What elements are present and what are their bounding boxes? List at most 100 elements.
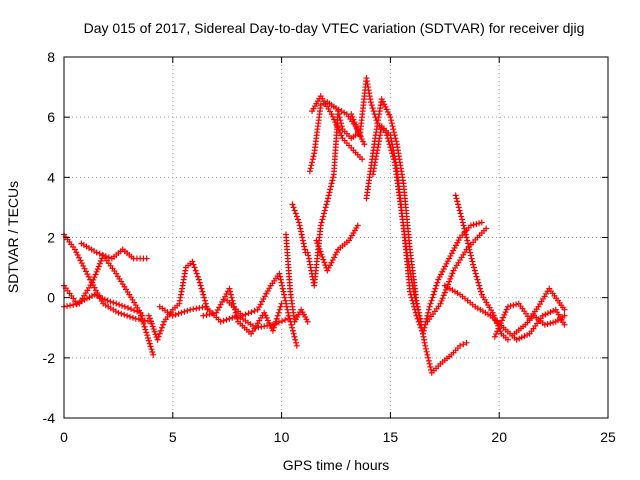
data-point	[450, 247, 457, 254]
data-point	[547, 309, 554, 316]
data-point	[338, 123, 345, 130]
data-point	[194, 273, 201, 280]
data-point	[319, 253, 326, 260]
data-point	[327, 262, 334, 269]
data-point	[275, 319, 282, 326]
data-point	[226, 285, 233, 292]
data-point	[456, 207, 463, 214]
data-point	[276, 270, 283, 277]
data-point	[427, 363, 434, 370]
data-point	[282, 316, 289, 323]
data-point	[422, 342, 429, 349]
data-point	[324, 267, 331, 274]
data-point	[330, 174, 337, 181]
series-arc-j	[289, 201, 309, 256]
data-point	[440, 266, 447, 273]
data-point	[147, 318, 154, 325]
data-point	[270, 324, 277, 331]
chart-title: Day 015 of 2017, Sidereal Day-to-day VTE…	[84, 20, 585, 36]
data-point	[274, 312, 281, 319]
data-point	[149, 349, 156, 356]
data-point	[369, 105, 376, 112]
data-point	[444, 258, 451, 265]
series-arc-e	[145, 258, 211, 343]
y-axis-label: SDTVAR / TECUs	[5, 181, 21, 293]
data-point	[460, 222, 467, 229]
data-point	[414, 315, 421, 322]
data-point	[124, 304, 131, 311]
data-point	[309, 156, 316, 163]
data-point	[313, 237, 320, 244]
data-point	[146, 340, 153, 347]
data-point	[76, 254, 83, 261]
data-point	[416, 321, 423, 328]
data-point	[494, 328, 501, 335]
data-point	[234, 315, 241, 322]
data-point	[437, 271, 444, 278]
data-point	[351, 119, 358, 126]
data-point	[201, 294, 208, 301]
data-point	[331, 254, 338, 261]
data-point	[495, 325, 502, 332]
data-point	[459, 216, 466, 223]
data-point	[321, 207, 328, 214]
data-point	[411, 306, 418, 313]
data-point	[317, 248, 324, 255]
data-point	[199, 288, 206, 295]
data-point	[276, 306, 283, 313]
data-point	[85, 273, 92, 280]
data-point	[367, 99, 374, 106]
data-point	[293, 339, 300, 346]
data-point	[73, 301, 80, 308]
data-point	[277, 303, 284, 310]
data-point	[544, 320, 551, 327]
data-points	[61, 75, 568, 376]
data-point	[516, 335, 523, 342]
data-point	[96, 260, 103, 267]
data-point	[233, 312, 240, 319]
data-point	[91, 291, 98, 298]
data-point	[281, 294, 288, 301]
data-point	[90, 276, 97, 283]
data-point	[431, 288, 438, 295]
data-point	[143, 329, 150, 336]
data-point	[82, 268, 89, 275]
data-point	[197, 282, 204, 289]
data-point	[542, 311, 549, 318]
data-point	[195, 276, 202, 283]
data-point	[289, 324, 296, 331]
axis-ticks: 0 5 10 15 20 25 -4 -2 0 2 4 6 8	[43, 49, 616, 445]
data-point	[124, 312, 131, 319]
data-point	[504, 336, 511, 343]
data-point	[145, 337, 152, 344]
data-point	[206, 311, 213, 318]
data-point	[474, 276, 481, 283]
data-point	[463, 234, 470, 241]
data-point	[498, 317, 505, 324]
data-point	[425, 306, 432, 313]
data-point	[561, 321, 568, 328]
data-point	[349, 113, 356, 120]
data-point	[415, 318, 422, 325]
data-point	[144, 332, 151, 339]
data-point	[368, 102, 375, 109]
data-point	[129, 314, 136, 321]
data-point	[198, 285, 205, 292]
data-point	[421, 324, 428, 331]
x-tick-label: 15	[383, 429, 399, 445]
data-point	[141, 323, 148, 330]
data-point	[116, 301, 123, 308]
data-point	[455, 204, 462, 211]
data-point	[277, 276, 284, 283]
series-arc-u	[491, 285, 568, 340]
data-point	[96, 250, 103, 257]
data-point	[324, 198, 331, 205]
data-point	[192, 267, 199, 274]
data-point	[93, 268, 100, 275]
data-point	[426, 360, 433, 367]
data-point	[452, 242, 459, 249]
data-point	[329, 177, 336, 184]
data-point	[521, 333, 528, 340]
data-point	[470, 221, 477, 228]
data-point	[359, 156, 366, 163]
